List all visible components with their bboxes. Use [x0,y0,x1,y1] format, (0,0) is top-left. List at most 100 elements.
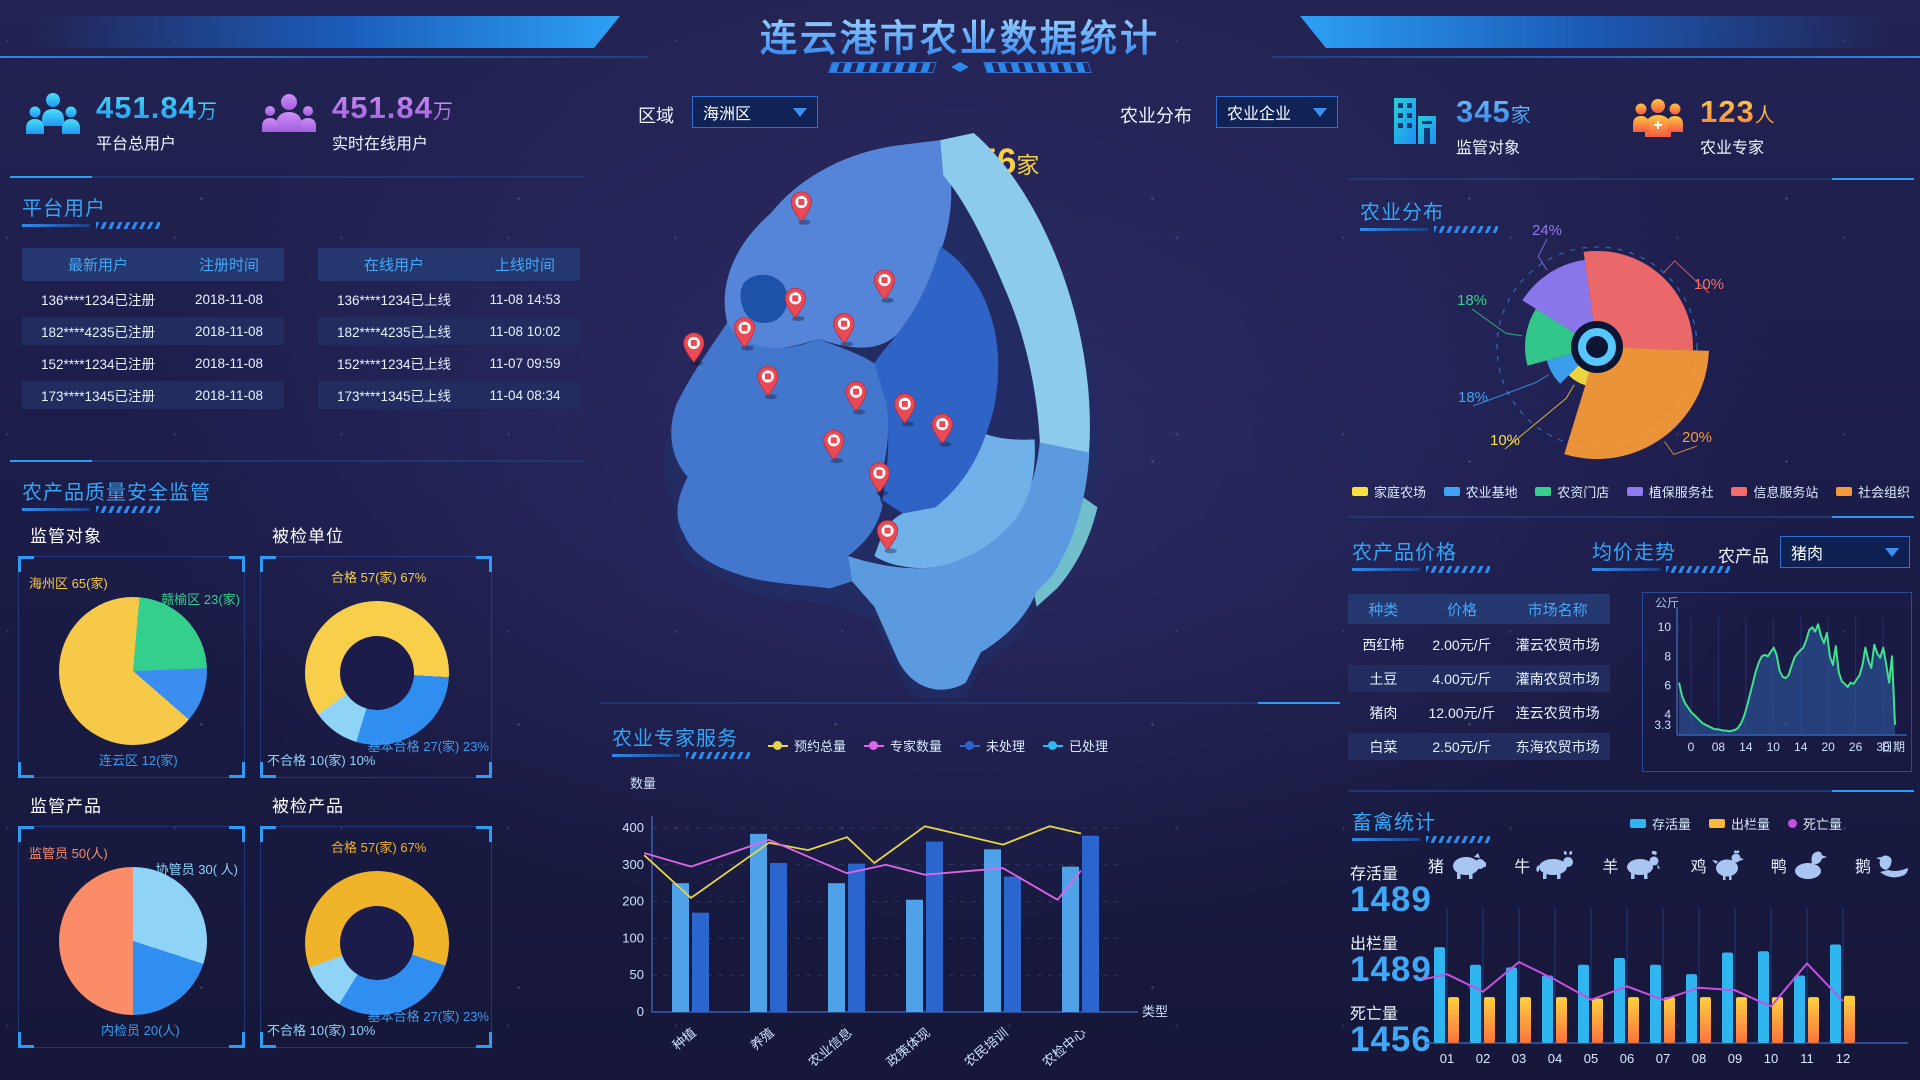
svg-text:日期: 日期 [1881,740,1905,754]
animal-goose: 鹅 [1855,850,1912,880]
animal-goat: 羊 [1602,850,1663,880]
donut-hole [339,635,415,711]
map-region-lake [740,274,788,324]
stat-experts-label: 农业专家 [1700,140,1765,157]
pie-label: 不合格 10(家) 10% [267,753,376,768]
svg-text:14: 14 [1794,740,1808,754]
stat-total-users-label: 平台总用户 [96,136,177,153]
map-region-south [847,442,1090,690]
legend-item[interactable]: 社会组织 [1835,482,1910,501]
map-region-south-inner [874,434,1035,569]
legend-label: 植保服务社 [1648,485,1714,500]
legend-item[interactable]: 农资门店 [1535,482,1609,501]
legend-item[interactable]: 家庭农场 [1352,482,1426,501]
dist-select[interactable]: 农业企业 [1216,96,1338,128]
legend-item[interactable]: 存活量 [1630,814,1691,833]
header-left-line-decoration [0,56,648,58]
price-table: 种类 价格 市场名称 西红柿 2.00元/斤 灌云农贸市场 土豆 4.00元/斤 灌南农… [1348,594,1610,760]
location-pin[interactable] [733,317,756,351]
chicken-icon [1711,850,1744,880]
cell: 西红柿 [1362,636,1405,653]
svg-text:10: 10 [1764,1051,1778,1066]
chart-title-checked-product: 被检产品 [272,797,344,816]
cell: 连云农贸市场 [1515,704,1600,721]
chevron-down-icon [793,107,807,117]
location-pin[interactable] [845,381,867,415]
table-row: 猪肉 12.00元/斤 连云农贸市场 [1348,699,1610,726]
table-row: 173****1345已上线 11-04 08:34 [318,381,580,409]
experts-icon [1630,94,1686,158]
cell: 173****1345已上线 [336,389,452,404]
svg-text:24%: 24% [1532,222,1562,239]
legend-item[interactable]: 信息服务站 [1731,482,1818,501]
legend-item[interactable]: 死亡量 [1788,814,1842,833]
svg-text:农民培训: 农民培训 [961,1025,1010,1070]
supervise-target-pie-chart [59,597,207,745]
legend-dot [1788,819,1798,828]
location-pin[interactable] [894,393,916,427]
svg-text:09: 09 [1728,1051,1742,1066]
location-pin[interactable] [876,520,899,554]
cell: 11-08 10:02 [489,323,561,339]
legend-item[interactable]: 植保服务社 [1626,482,1714,501]
column-header: 价格 [1446,601,1477,619]
location-pin[interactable] [873,269,896,303]
cell: 182****4235已上线 [336,325,452,340]
location-pin[interactable] [823,429,845,464]
region-select[interactable]: 海洲区 [692,96,818,128]
section-title-platform-users: 平台用户 [22,198,106,220]
users-group-icon [24,90,82,154]
animal-label: 鹅 [1854,859,1871,876]
legend-item[interactable]: 专家数量 [864,736,942,755]
legend-chip [1709,819,1726,828]
location-pin[interactable] [784,287,806,322]
pie-label: 不合格 10(家) 10% [267,1023,376,1038]
legend-item[interactable]: 未处理 [960,736,1025,755]
legend-label: 农资门店 [1557,485,1610,500]
location-pin[interactable] [683,332,705,366]
cell: 猪肉 [1369,704,1398,721]
survive-value: 1489 [1350,880,1432,919]
location-pin[interactable] [931,413,953,447]
pie-label: 海州区 65(家) [29,576,108,591]
column-header: 种类 [1368,601,1399,619]
chevron-down-icon [1313,107,1327,117]
section-title-agri-distribution: 农业分布 [1360,202,1444,224]
animal-label: 鸭 [1770,859,1787,876]
header-right-wing-decoration [1300,16,1920,48]
trend-select-value: 猪肉 [1791,546,1824,563]
location-pin[interactable] [757,365,779,400]
svg-text:02: 02 [1476,1051,1490,1066]
section-title-price: 农产品价格 [1352,542,1457,564]
legend-item[interactable]: 已处理 [1043,736,1108,755]
trend-select-label: 农产品 [1718,547,1769,566]
legend-item[interactable]: 预约总量 [768,736,846,755]
right-panel: 345家 监管对象 123人 农业专家 [1348,70,1914,1075]
legend-item[interactable]: 农业基地 [1443,482,1518,501]
location-pin[interactable] [833,313,855,347]
pie-label: 基本合格 27(家) 23% [367,1009,489,1024]
region-map[interactable] [628,130,1283,698]
cell: 11-08 14:53 [489,291,561,307]
svg-text:公斤: 公斤 [1655,596,1679,610]
section-title-underline [1352,566,1490,573]
legend-chip [1630,819,1646,828]
svg-text:农业信息: 农业信息 [805,1025,854,1070]
location-pin[interactable] [868,462,890,496]
svg-text:10%: 10% [1490,432,1520,449]
trend-select[interactable]: 猪肉 [1780,536,1910,568]
column-header: 注册时间 [198,257,259,274]
header-left-wing-decoration [0,16,620,48]
svg-text:12: 12 [1836,1051,1850,1066]
pie-label: 基本合格 27(家) 23% [367,739,489,754]
table-row: 白菜 2.50元/斤 东海农贸市场 [1348,733,1610,760]
legend-item[interactable]: 出栏量 [1709,814,1770,833]
cell: 东海农贸市场 [1515,738,1600,755]
cell: 灌云农贸市场 [1515,636,1600,653]
header-bracket-decoration [828,60,1092,74]
legend-label: 家庭农场 [1374,485,1427,500]
location-pin[interactable] [790,191,812,225]
table-row: 173****1345已注册 2018-11-08 [22,381,284,409]
